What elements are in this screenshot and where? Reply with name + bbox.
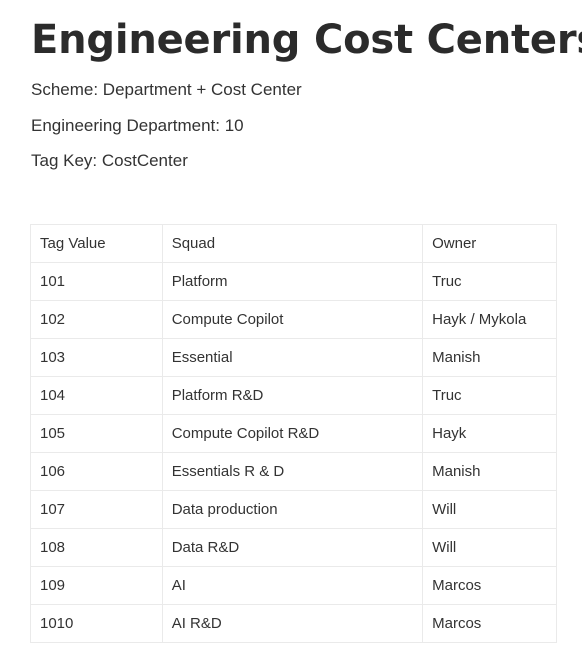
owner-cell: Truc bbox=[422, 376, 557, 415]
table-row: 103 Essential Manish bbox=[30, 338, 557, 377]
owner-cell: Truc bbox=[422, 262, 557, 301]
owner-cell: Hayk bbox=[422, 414, 557, 453]
table-row: 108 Data R&D Will bbox=[30, 528, 557, 567]
table-row: 105 Compute Copilot R&D Hayk bbox=[30, 414, 557, 453]
tag-value-cell: 106 bbox=[30, 452, 163, 491]
owner-cell: Will bbox=[422, 490, 557, 529]
header-tag-value: Tag Value bbox=[30, 224, 163, 263]
squad-cell: Essential bbox=[161, 338, 424, 377]
squad-cell: Compute Copilot R&D bbox=[161, 414, 424, 453]
department-text: Engineering Department: 10 bbox=[31, 116, 244, 135]
table-header-row: Tag Value Squad Owner bbox=[30, 224, 557, 263]
scheme-text: Scheme: Department + Cost Center bbox=[31, 80, 302, 99]
squad-cell: Data R&D bbox=[161, 528, 424, 567]
header-owner: Owner bbox=[422, 224, 557, 263]
tag-key-text: Tag Key: CostCenter bbox=[31, 151, 188, 170]
tag-value-cell: 1010 bbox=[30, 604, 163, 643]
owner-cell: Will bbox=[422, 528, 557, 567]
squad-cell: AI bbox=[161, 566, 424, 605]
table-row: 101 Platform Truc bbox=[30, 262, 557, 301]
owner-cell: Marcos bbox=[422, 604, 557, 643]
table-row: 1010 AI R&D Marcos bbox=[30, 604, 557, 643]
cost-center-table: Tag Value Squad Owner 101 Platform Truc … bbox=[30, 224, 557, 643]
tag-value-cell: 109 bbox=[30, 566, 163, 605]
owner-cell: Manish bbox=[422, 338, 557, 377]
table-row: 104 Platform R&D Truc bbox=[30, 376, 557, 415]
tag-value-cell: 102 bbox=[30, 300, 163, 339]
tag-value-cell: 108 bbox=[30, 528, 163, 567]
table-row: 109 AI Marcos bbox=[30, 566, 557, 605]
header-squad: Squad bbox=[161, 224, 424, 263]
squad-cell: Platform bbox=[161, 262, 424, 301]
owner-cell: Manish bbox=[422, 452, 557, 491]
tag-value-cell: 101 bbox=[30, 262, 163, 301]
squad-cell: Data production bbox=[161, 490, 424, 529]
squad-cell: Compute Copilot bbox=[161, 300, 424, 339]
table-row: 102 Compute Copilot Hayk / Mykola bbox=[30, 300, 557, 339]
tag-value-cell: 104 bbox=[30, 376, 163, 415]
owner-cell: Hayk / Mykola bbox=[422, 300, 557, 339]
tag-value-cell: 107 bbox=[30, 490, 163, 529]
page-title: Engineering Cost Centers bbox=[31, 17, 582, 63]
table-row: 107 Data production Will bbox=[30, 490, 557, 529]
owner-cell: Marcos bbox=[422, 566, 557, 605]
squad-cell: AI R&D bbox=[161, 604, 424, 643]
tag-value-cell: 103 bbox=[30, 338, 163, 377]
tag-value-cell: 105 bbox=[30, 414, 163, 453]
table-row: 106 Essentials R & D Manish bbox=[30, 452, 557, 491]
squad-cell: Essentials R & D bbox=[161, 452, 424, 491]
squad-cell: Platform R&D bbox=[161, 376, 424, 415]
